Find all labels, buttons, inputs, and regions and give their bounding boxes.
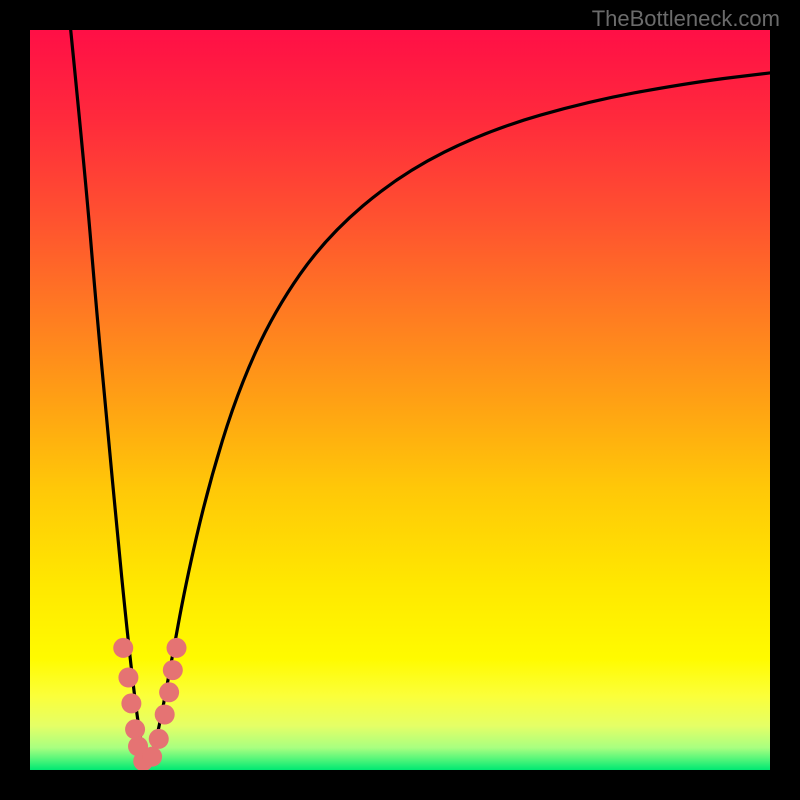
data-point xyxy=(149,729,169,749)
bottleneck-curve-chart xyxy=(30,30,770,770)
data-point xyxy=(167,638,187,658)
data-point xyxy=(155,705,175,725)
chart-background xyxy=(30,30,770,770)
data-point xyxy=(142,747,162,767)
data-point xyxy=(118,668,138,688)
data-point xyxy=(113,638,133,658)
watermark-text: TheBottleneck.com xyxy=(592,6,780,32)
chart-area xyxy=(30,30,770,770)
data-point xyxy=(121,693,141,713)
data-point xyxy=(159,682,179,702)
data-point xyxy=(125,719,145,739)
data-point xyxy=(163,660,183,680)
